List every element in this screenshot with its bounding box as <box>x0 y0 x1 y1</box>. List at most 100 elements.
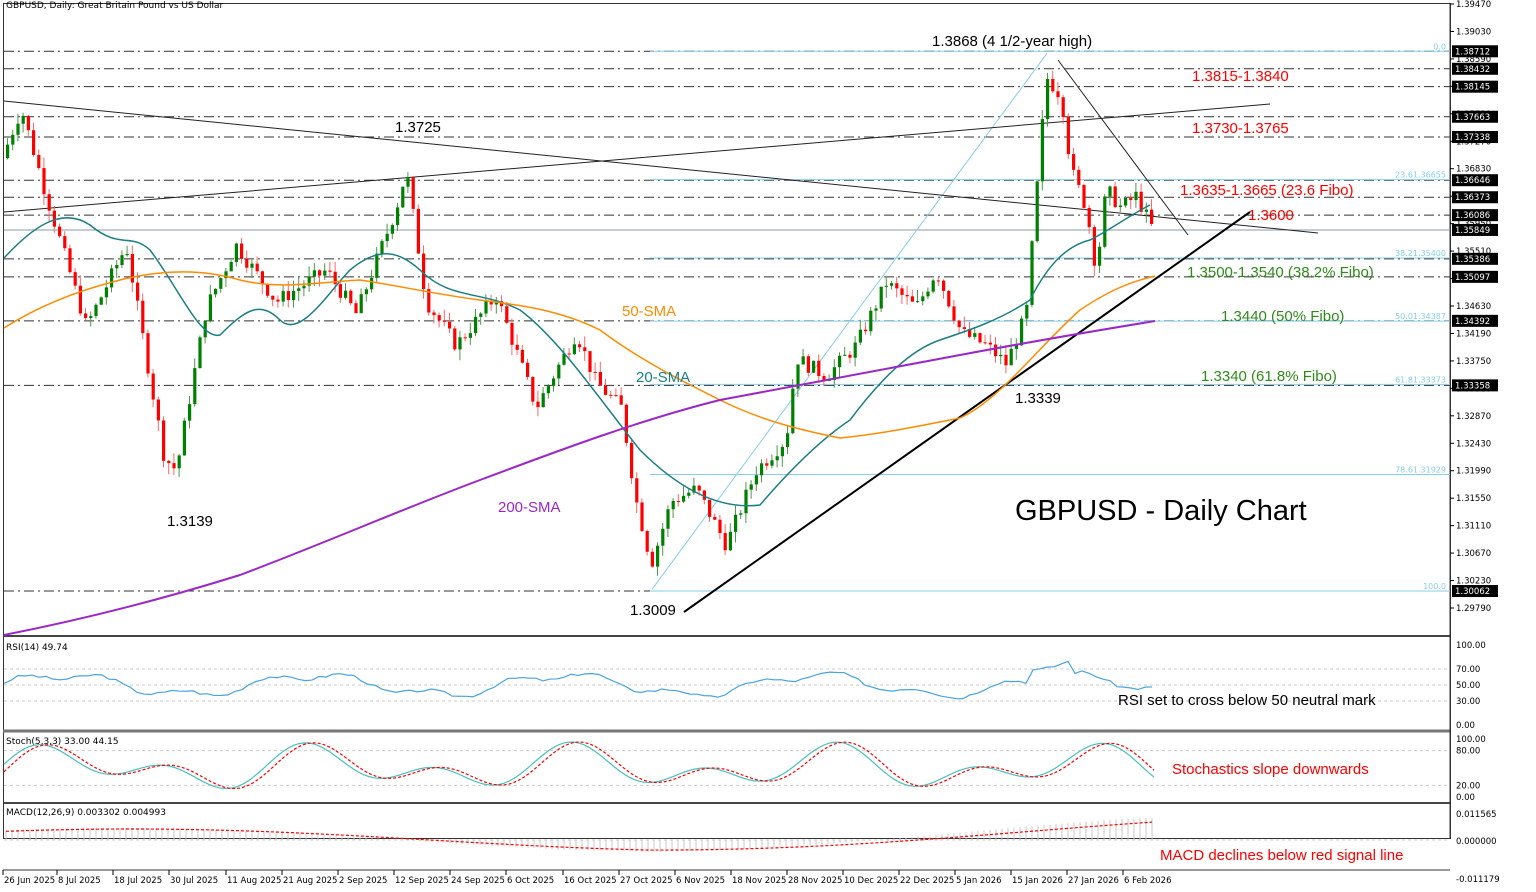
y-axis-tick: 1.36830 <box>1456 165 1491 175</box>
x-axis-tick: 2 Sep 2025 <box>339 876 387 886</box>
stoch-axis-tick: 80.00 <box>1456 747 1480 757</box>
price-tag: 1.38712 <box>1452 45 1498 58</box>
svg-text:1.35097: 1.35097 <box>1455 273 1490 283</box>
macd-label: MACD(12,26,9) 0.003302 0.004993 <box>6 808 166 818</box>
svg-text:1.36086: 1.36086 <box>1455 211 1490 221</box>
annotation-1-3009: 1.3009 <box>630 602 676 619</box>
price-tag: 1.36373 <box>1452 191 1498 204</box>
svg-text:1.38145: 1.38145 <box>1455 83 1490 93</box>
fibo-diagonal <box>651 52 1048 590</box>
y-axis-tick: 1.39470 <box>1456 0 1491 10</box>
fibo-label: 78.61.31929 <box>1395 466 1446 475</box>
annotation-resistance-2: 1.3730-1.3765 <box>1192 120 1289 137</box>
x-axis-tick: 24 Sep 2025 <box>451 876 505 886</box>
x-axis-tick: 22 Dec 2025 <box>900 876 954 886</box>
rsi-line <box>3 660 1153 700</box>
annotation-1-3725: 1.3725 <box>395 119 441 136</box>
rsi-axis-tick: 30.00 <box>1456 697 1480 707</box>
x-axis-tick: 27 Jan 2026 <box>1068 876 1119 886</box>
x-axis-tick: 30 Jul 2025 <box>170 876 218 886</box>
svg-text:1.33358: 1.33358 <box>1455 381 1490 391</box>
x-axis-tick: 18 Nov 2025 <box>732 876 786 886</box>
main-uptrend-line <box>683 211 1251 613</box>
x-axis-tick: 6 Oct 2025 <box>507 876 554 886</box>
y-axis-tick: 1.31990 <box>1456 467 1491 477</box>
x-axis-tick: 10 Dec 2025 <box>844 876 898 886</box>
annotation-resistance-3: 1.3635-1.3665 (23.6 Fibo) <box>1180 182 1353 199</box>
price-tag: 1.36086 <box>1452 209 1498 222</box>
svg-text:1.37338: 1.37338 <box>1455 133 1490 143</box>
svg-text:1.38712: 1.38712 <box>1455 47 1490 57</box>
macd-note: MACD declines below red signal line <box>1160 847 1403 864</box>
descending-trendline <box>3 100 1319 234</box>
annotation-support-3: 1.3340 (61.8% Fibo) <box>1201 368 1337 385</box>
x-axis-tick: 21 Aug 2025 <box>283 876 337 886</box>
svg-text:1.36646: 1.36646 <box>1455 176 1490 186</box>
annotation-1-3139: 1.3139 <box>167 513 213 530</box>
sma200-line <box>3 320 1156 636</box>
y-axis-tick: 1.31550 <box>1456 494 1491 504</box>
label-200-sma: 200-SMA <box>498 499 561 516</box>
chart-header-title: GBPUSD, Daily: Great Britain Pound vs US… <box>6 1 224 11</box>
rsi-note: RSI set to cross below 50 neutral mark <box>1118 692 1376 709</box>
stoch-label: Stoch(5,3,3) 33.00 44.15 <box>6 737 119 747</box>
annotation-support-1: 1.3500-1.3540 (38.2% Fibo) <box>1187 264 1374 281</box>
stoch-axis-tick: 0.00 <box>1456 793 1475 803</box>
x-axis-tick: 15 Jan 2026 <box>1012 876 1063 886</box>
rsi-axis-tick: 70.00 <box>1456 665 1480 675</box>
stoch-axis-tick: 100.00 <box>1456 735 1486 745</box>
price-tag: 1.35097 <box>1452 270 1498 283</box>
x-axis-tick: 11 Aug 2025 <box>227 876 281 886</box>
x-axis-tick: 6 Nov 2025 <box>676 876 725 886</box>
rsi-axis-tick: 50.00 <box>1456 681 1480 691</box>
rsi-axis-tick: 100.00 <box>1456 641 1486 651</box>
fibo-label: 61.81.33373 <box>1395 375 1446 384</box>
price-tag: 1.38145 <box>1452 80 1498 93</box>
x-axis-tick: 27 Oct 2025 <box>620 876 673 886</box>
svg-text:1.34392: 1.34392 <box>1455 317 1490 327</box>
y-axis-tick: 1.35510 <box>1456 247 1491 257</box>
stoch-note: Stochastics slope downwards <box>1172 761 1369 778</box>
x-axis-tick: 12 Sep 2025 <box>395 876 449 886</box>
x-axis-tick: 5 Jan 2026 <box>956 876 1002 886</box>
price-tag: 1.35849 <box>1452 223 1498 236</box>
stoch-k-line <box>3 741 1155 790</box>
price-tag: 1.36646 <box>1452 174 1498 187</box>
svg-text:1.35849: 1.35849 <box>1455 226 1490 236</box>
y-axis-tick: 1.38590 <box>1456 55 1491 65</box>
price-tag: 1.37663 <box>1452 110 1498 123</box>
y-axis-tick: 1.32430 <box>1456 439 1491 449</box>
y-axis-tick: 1.32870 <box>1456 412 1491 422</box>
y-axis-tick: 1.34630 <box>1456 302 1491 312</box>
x-axis-tick: 8 Jul 2025 <box>58 876 101 886</box>
fibo-label: 23.61.36655 <box>1395 171 1446 180</box>
macd-axis-tick: 0.000000 <box>1456 837 1497 847</box>
y-axis-tick: 1.29790 <box>1456 604 1491 614</box>
annotation-support-2: 1.3440 (50% Fibo) <box>1221 308 1344 325</box>
svg-text:1.30062: 1.30062 <box>1455 587 1490 597</box>
y-axis-tick: 1.30670 <box>1456 549 1491 559</box>
y-axis-tick: 1.39030 <box>1456 27 1491 37</box>
label-20-sma: 20-SMA <box>636 369 690 386</box>
annotation-high: 1.3868 (4 1/2-year high) <box>932 33 1092 50</box>
price-tag: 1.30062 <box>1452 585 1498 598</box>
annotation-resistance-1: 1.3815-1.3840 <box>1192 68 1289 85</box>
x-axis-tick: 26 Jun 2025 <box>4 876 55 886</box>
x-axis-tick: 6 Feb 2026 <box>1124 876 1172 886</box>
fibo-label: 0.0 <box>1433 42 1446 51</box>
stoch-axis-tick: 20.00 <box>1456 781 1480 791</box>
rsi-label: RSI(14) 49.74 <box>6 643 68 653</box>
ascending-channel-line <box>3 103 1271 213</box>
y-axis-tick: 1.30230 <box>1456 577 1491 587</box>
stoch-d-line <box>3 741 1155 790</box>
rsi-axis-tick: 0.00 <box>1456 721 1475 731</box>
svg-text:1.37663: 1.37663 <box>1455 113 1490 123</box>
x-axis-tick: 28 Nov 2025 <box>788 876 842 886</box>
annotation-1-3339: 1.3339 <box>1015 390 1061 407</box>
svg-text:1.36373: 1.36373 <box>1455 193 1490 203</box>
price-tag: 1.33358 <box>1452 379 1498 392</box>
annotation-resistance-4: 1.3600 <box>1248 207 1294 224</box>
chart-title: GBPUSD - Daily Chart <box>1015 495 1307 527</box>
x-axis-tick: 16 Oct 2025 <box>564 876 617 886</box>
